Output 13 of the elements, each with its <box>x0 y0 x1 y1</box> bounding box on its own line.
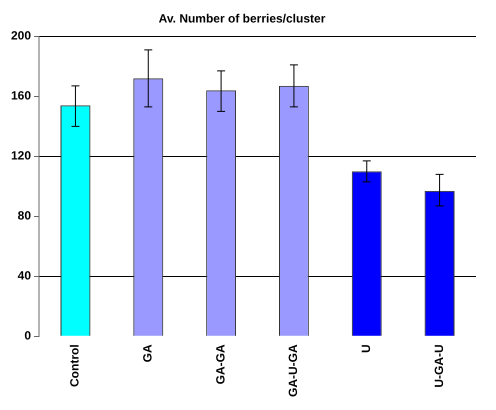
x-tick-label: U-GA-U <box>432 344 446 388</box>
y-tick-label: 160 <box>10 88 32 103</box>
y-tick-label: 120 <box>10 148 32 163</box>
x-tick-label: GA-GA <box>213 344 228 384</box>
y-tick-label: 0 <box>24 328 32 343</box>
y-tick-label: 200 <box>10 28 32 43</box>
chart-title: Av. Number of berries/cluster <box>158 12 326 26</box>
x-tick-label: Control <box>68 344 82 387</box>
y-tick-label: 80 <box>18 208 32 223</box>
x-tick-label: GA-U-GA <box>286 344 300 398</box>
x-tick-label: U <box>359 344 374 354</box>
x-tick-label: GA <box>140 344 155 362</box>
y-tick-label: 40 <box>18 268 32 283</box>
